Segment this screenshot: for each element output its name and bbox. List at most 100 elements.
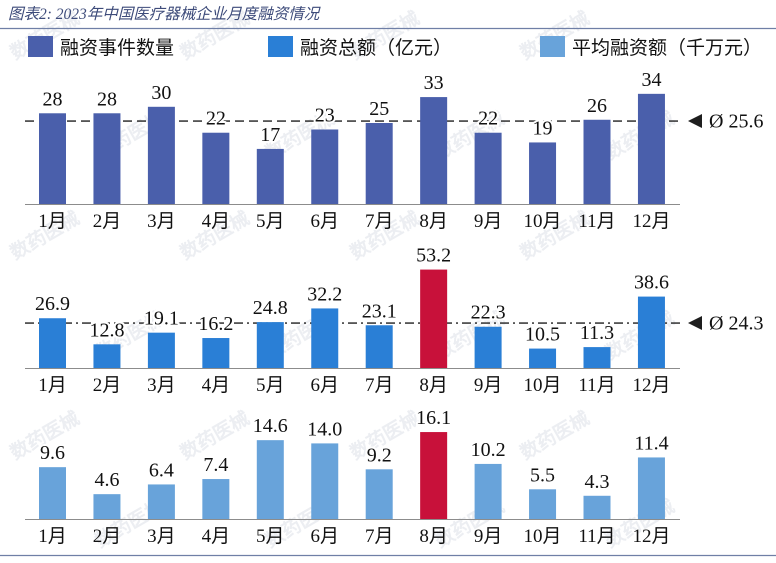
average-amount-month-label: 6月: [310, 526, 339, 547]
total-amount-bar: [39, 318, 66, 368]
event-count-value-label: 34: [641, 69, 661, 91]
total-amount-value-label: 38.6: [634, 272, 669, 294]
average-amount-value-label: 10.2: [471, 439, 506, 461]
average-amount-bar: [39, 467, 66, 519]
total-amount-month-label: 9月: [474, 375, 503, 396]
total-amount-month-label: 6月: [310, 375, 339, 396]
event-count-bar: [39, 113, 66, 204]
total-amount-bar: [147, 332, 175, 368]
event-count-bar: [474, 132, 502, 204]
total-amount-month-label: 8月: [419, 375, 448, 396]
legend-label: 融资事件数量: [60, 37, 174, 59]
average-amount-bar: [420, 432, 448, 519]
event-count-month-label: 8月: [419, 211, 448, 232]
total-amount-value-label: 23.1: [362, 300, 397, 322]
event-count-bar: [420, 97, 448, 204]
total-amount-value-label: 11.3: [580, 322, 614, 344]
event-count-value-label: 23: [315, 104, 335, 126]
event-count-bar: [583, 119, 611, 204]
total-amount-month-label: 1月: [38, 375, 67, 396]
legend-item-average-amount: 平均融资额（千万元）: [540, 36, 762, 59]
average-amount-month-label: 1月: [38, 526, 67, 547]
total-amount-bar: [311, 308, 339, 368]
total-amount-bar: [365, 325, 393, 368]
event-count-month-label: 6月: [310, 211, 339, 232]
event-count-month-label: 11月: [578, 211, 615, 232]
legend-item-total-amount: 融资总额（亿元）: [268, 36, 452, 59]
total-amount-month-label: 5月: [256, 375, 285, 396]
average-amount-value-label: 16.1: [416, 407, 451, 429]
event-count-value-label: 25: [369, 98, 389, 120]
total-amount-bar: [529, 348, 557, 368]
average-amount-bar: [474, 463, 502, 519]
event-count-average-label: Ø 25.6: [709, 111, 763, 133]
event-count-month-label: 12月: [632, 211, 670, 232]
average-amount-chart: 9.6 1月 4.6 2月 6.4 3月 7.4 4月 14.6 5月 14.0 6月 9.2 7月 16.…: [25, 405, 680, 547]
average-amount-value-label: 4.6: [94, 469, 119, 491]
total-amount-bar: [420, 269, 448, 368]
event-count-month-label: 10月: [524, 211, 562, 232]
average-amount-value-label: 9.2: [367, 444, 392, 466]
event-count-value-label: 28: [97, 88, 117, 110]
total-amount-month-label: 7月: [365, 375, 394, 396]
event-count-value-label: 22: [206, 108, 226, 130]
average-amount-month-label: 2月: [93, 526, 122, 547]
total-amount-month-label: 11月: [578, 375, 615, 396]
event-count-bar: [202, 132, 230, 204]
average-amount-month-label: 3月: [147, 526, 176, 547]
event-count-month-label: 2月: [93, 211, 122, 232]
event-count-bar: [93, 113, 121, 204]
event-count-month-label: 9月: [474, 211, 503, 232]
total-amount-value-label: 24.8: [253, 297, 288, 319]
total-amount-bar: [202, 338, 230, 368]
average-amount-bar: [93, 494, 121, 519]
average-amount-month-label: 5月: [256, 526, 285, 547]
average-amount-value-label: 5.5: [530, 464, 555, 486]
average-amount-value-label: 11.4: [634, 432, 668, 454]
average-amount-value-label: 14.6: [253, 415, 288, 437]
total-amount-chart: Ø 24.3 26.9 1月 12.8 2月 19.1 3月 16.2 4月 24.8 5月 32.2…: [25, 243, 763, 396]
total-amount-bar: [583, 347, 611, 368]
event-count-month-label: 3月: [147, 211, 176, 232]
event-count-month-label: 4月: [202, 211, 231, 232]
legend-swatch: [540, 36, 565, 57]
total-amount-bar: [474, 326, 502, 368]
total-amount-value-label: 10.5: [525, 324, 560, 346]
event-count-value-label: 30: [151, 82, 171, 104]
average-amount-bar: [529, 489, 557, 519]
total-amount-value-label: 53.2: [416, 245, 451, 267]
event-count-bar: [637, 93, 665, 204]
total-amount-value-label: 19.1: [144, 308, 179, 330]
total-amount-month-label: 3月: [147, 375, 176, 396]
total-amount-month-label: 4月: [202, 375, 231, 396]
event-count-value-label: 26: [587, 95, 607, 117]
average-amount-bar: [365, 469, 393, 519]
average-amount-month-label: 8月: [419, 526, 448, 547]
legend-item-event-count: 融资事件数量: [28, 36, 174, 59]
total-amount-value-label: 26.9: [35, 293, 70, 315]
event-count-value-label: 28: [43, 88, 63, 110]
total-amount-bar: [637, 296, 665, 368]
average-amount-bar: [147, 484, 175, 519]
average-amount-bar: [256, 440, 284, 519]
total-amount-value-label: 16.2: [198, 313, 233, 335]
average-amount-month-label: 11月: [578, 526, 615, 547]
legend: 融资事件数量 融资总额（亿元） 平均融资额（千万元）: [28, 36, 762, 59]
event-count-month-label: 7月: [365, 211, 394, 232]
event-count-bar: [256, 148, 284, 204]
total-amount-month-label: 12月: [632, 375, 670, 396]
event-count-bar: [147, 106, 175, 204]
average-amount-bar: [637, 457, 665, 519]
event-count-month-label: 5月: [256, 211, 285, 232]
total-amount-bar: [93, 344, 121, 368]
event-count-bar: [365, 123, 393, 204]
average-amount-month-label: 7月: [365, 526, 394, 547]
event-count-value-label: 17: [260, 124, 280, 146]
total-amount-bar: [256, 322, 284, 368]
legend-swatch: [268, 36, 293, 57]
average-amount-month-label: 10月: [524, 526, 562, 547]
event-count-bar: [311, 129, 339, 204]
total-amount-value-label: 12.8: [89, 319, 124, 341]
legend-label: 平均融资额（千万元）: [572, 37, 762, 59]
